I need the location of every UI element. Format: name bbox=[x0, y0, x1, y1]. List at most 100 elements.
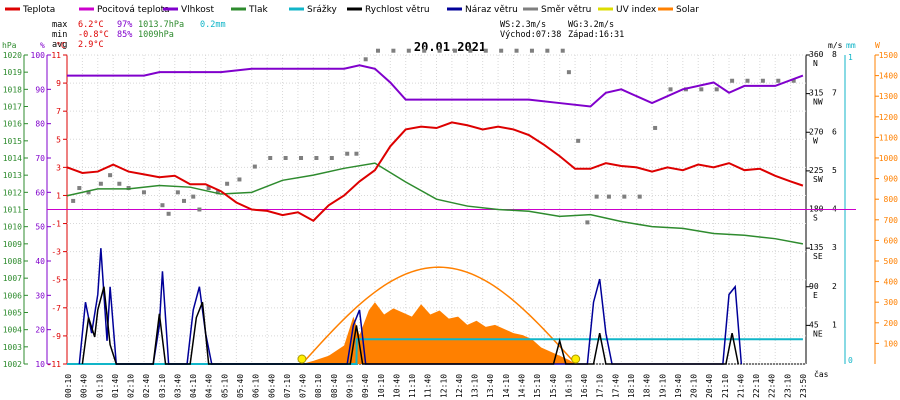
wind-dir-point bbox=[576, 138, 581, 143]
hpa-tick-label: 1007 bbox=[3, 274, 22, 283]
wind-dir-point bbox=[363, 57, 368, 62]
x-tick-label: 01:40 bbox=[111, 374, 120, 398]
x-tick-label: 20:40 bbox=[705, 374, 714, 398]
x-tick-label: 13:10 bbox=[471, 374, 480, 398]
wind-dir-point bbox=[422, 48, 427, 53]
x-tick-label: 18:40 bbox=[643, 374, 652, 398]
w-tick-label: 800 bbox=[884, 195, 899, 204]
w-tick-label: 1400 bbox=[879, 72, 898, 81]
ms-tick-label: 5 bbox=[832, 166, 837, 175]
x-tick-label: 11:10 bbox=[408, 374, 417, 398]
dir-name-label: NW bbox=[813, 98, 823, 107]
hpa-tick-label: 1004 bbox=[3, 326, 22, 335]
x-tick-label: 08:40 bbox=[330, 374, 339, 398]
wind-dir-point bbox=[206, 186, 211, 191]
hpa-tick-label: 1003 bbox=[3, 343, 22, 352]
wind-dir-point bbox=[653, 125, 658, 130]
c-tick-label: 9 bbox=[56, 79, 61, 88]
wind-dir-point bbox=[141, 190, 146, 195]
legend-label-wind_dir: Směr větru bbox=[541, 5, 591, 15]
stat-ws: WS:2.3m/s bbox=[500, 20, 546, 30]
x-axis-labels: 00:10 00:40 01:10 01:40 02:10 02:40 03:10 03:40… bbox=[64, 374, 808, 398]
wind-dir-point bbox=[637, 194, 642, 199]
pct-tick-label: 80 bbox=[35, 120, 45, 129]
wind-dir-point bbox=[197, 207, 202, 212]
hpa-unit: hPa bbox=[2, 41, 17, 50]
dir-name-label: NE bbox=[813, 329, 823, 338]
wind-dir-point bbox=[160, 203, 165, 208]
humidity-line bbox=[67, 64, 804, 108]
wind-gust-line bbox=[78, 248, 743, 365]
c-tick-label: 5 bbox=[56, 135, 61, 144]
wind-dir-point bbox=[529, 48, 534, 53]
x-tick-label: 17:40 bbox=[611, 374, 620, 398]
stat-avg-label: avg bbox=[52, 40, 67, 50]
dir-name-label: E bbox=[813, 291, 818, 300]
wind-dir-point bbox=[77, 186, 82, 191]
wind-dir-point bbox=[182, 198, 187, 203]
x-tick-label: 14:40 bbox=[518, 374, 527, 398]
dir-name-label: N bbox=[813, 59, 818, 68]
stat-max-temp: 6.2°C bbox=[78, 20, 104, 30]
dir-name-label: SE bbox=[813, 252, 823, 261]
sunset-marker bbox=[571, 354, 581, 364]
hpa-tick-label: 1018 bbox=[3, 85, 22, 94]
stat-min-temp: -0.8°C bbox=[78, 30, 109, 40]
x-tick-label: 23:50 bbox=[799, 374, 808, 398]
hpa-tick-label: 1017 bbox=[3, 103, 22, 112]
ms-tick-label: 6 bbox=[832, 127, 837, 136]
wind-dir-point bbox=[268, 156, 273, 160]
w-tick-label: 1200 bbox=[879, 113, 898, 122]
pct-tick-label: 10 bbox=[35, 360, 45, 369]
ms-tick-label: 3 bbox=[832, 243, 837, 252]
temperature-line bbox=[66, 121, 804, 222]
legend-label-temperature: Teplota bbox=[22, 5, 55, 15]
ms-tick-label: 2 bbox=[832, 282, 837, 291]
ms-tick-label: 7 bbox=[832, 89, 837, 98]
w-tick-label: 1300 bbox=[879, 92, 898, 101]
wind-speed-line bbox=[81, 286, 739, 365]
wind-dir-point bbox=[730, 78, 735, 83]
w-tick-label: 700 bbox=[884, 216, 899, 225]
wind-dir-point bbox=[452, 48, 457, 53]
stat-sunset: Západ:16:31 bbox=[568, 30, 624, 40]
x-tick-label: 08:10 bbox=[314, 374, 323, 398]
chart-title: 20.01.2021 bbox=[414, 40, 486, 54]
ms-unit: m/s bbox=[828, 41, 843, 50]
wind-dir-point bbox=[299, 156, 304, 160]
stat-min-hum: 85% bbox=[117, 30, 132, 40]
w-tick-label: 300 bbox=[884, 298, 899, 307]
x-tick-label: 13:40 bbox=[486, 374, 495, 398]
wind-dir-point bbox=[375, 48, 380, 53]
x-tick-label: 10:10 bbox=[377, 374, 386, 398]
x-tick-label: 23:10 bbox=[783, 374, 792, 398]
legend-label-pressure: Tlak bbox=[248, 5, 269, 15]
stat-min-label: min bbox=[52, 30, 67, 40]
hpa-tick-label: 1015 bbox=[3, 137, 22, 146]
wind-dir-point bbox=[585, 220, 590, 225]
legend-label-rain: Srážky bbox=[307, 5, 338, 15]
x-tick-label: 17:10 bbox=[596, 374, 605, 398]
dir-tick-label: 315 bbox=[809, 89, 824, 98]
pct-tick-label: 50 bbox=[35, 223, 45, 232]
x-tick-label: 03:10 bbox=[158, 374, 167, 398]
wind-dir-point bbox=[117, 181, 122, 186]
wind-dir-point bbox=[699, 87, 704, 92]
x-tick-label: 15:10 bbox=[533, 374, 542, 398]
w-tick-label: 200 bbox=[884, 319, 899, 328]
x-tick-label: 22:40 bbox=[768, 374, 777, 398]
solar-area bbox=[301, 302, 576, 364]
legend-label-feels_like: Pocitová teplota bbox=[97, 5, 170, 15]
wind-dir-point bbox=[668, 87, 673, 92]
w-tick-label: 500 bbox=[884, 257, 899, 266]
legend-label-wind_speed: Rychlost větru bbox=[365, 5, 430, 15]
dir-tick-label: 45 bbox=[809, 320, 819, 329]
pressure-line bbox=[66, 162, 804, 245]
hpa-tick-label: 1016 bbox=[3, 120, 22, 129]
stat-max-label: max bbox=[52, 20, 67, 30]
x-tick-label: 09:10 bbox=[345, 374, 354, 398]
pct-tick-label: 30 bbox=[35, 291, 45, 300]
wind-dir-point bbox=[391, 48, 396, 53]
x-tick-label: 00:10 bbox=[64, 374, 73, 398]
